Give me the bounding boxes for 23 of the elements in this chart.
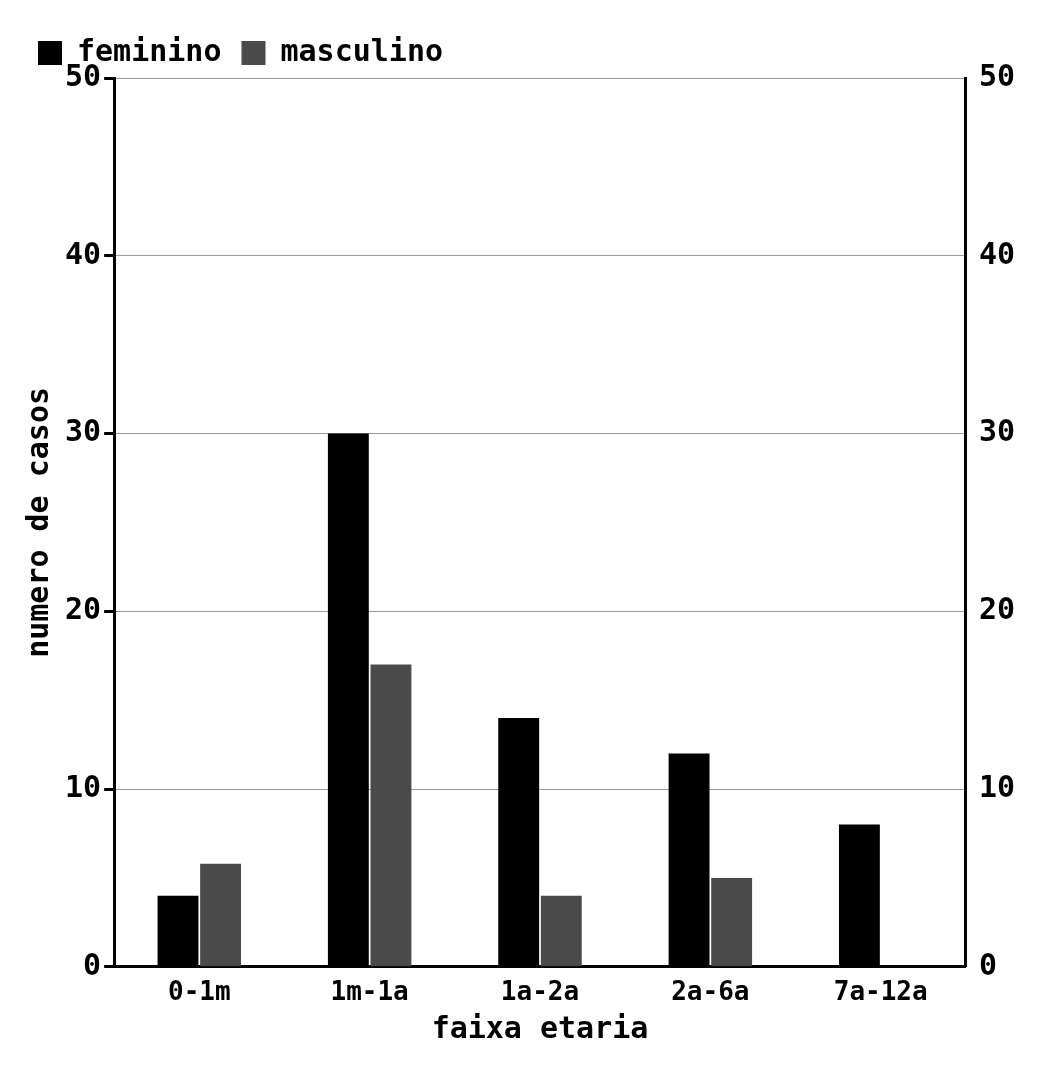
bar <box>200 863 242 967</box>
bar <box>370 664 412 967</box>
bar <box>711 877 753 967</box>
y2-tick-label: 20 <box>978 591 1015 627</box>
y2-tick-label: 30 <box>978 413 1015 449</box>
y-tick-label: 0 <box>83 946 102 982</box>
x-tick-label: 0-1m <box>167 976 231 1007</box>
x-tick-label: 2a-6a <box>671 976 750 1007</box>
x-axis-title: faixa etaria <box>431 1009 649 1045</box>
y-tick-label: 10 <box>65 768 102 804</box>
legend-label: masculino <box>280 32 444 68</box>
x-tick-label: 1a-2a <box>500 976 580 1007</box>
bar <box>540 895 582 967</box>
y2-tick-label: 0 <box>978 946 997 982</box>
x-tick-label: 1m-1a <box>330 976 409 1007</box>
y2-tick-label: 40 <box>978 235 1015 271</box>
y2-tick-label: 50 <box>978 57 1015 93</box>
y-tick-label: 40 <box>65 235 102 271</box>
x-tick-label: 7a-12a <box>833 976 928 1007</box>
y-tick-label: 20 <box>65 591 102 627</box>
y-axis-title: numero de casos <box>19 386 55 658</box>
y2-tick-label: 10 <box>978 768 1015 804</box>
y-tick-label: 30 <box>65 413 102 449</box>
